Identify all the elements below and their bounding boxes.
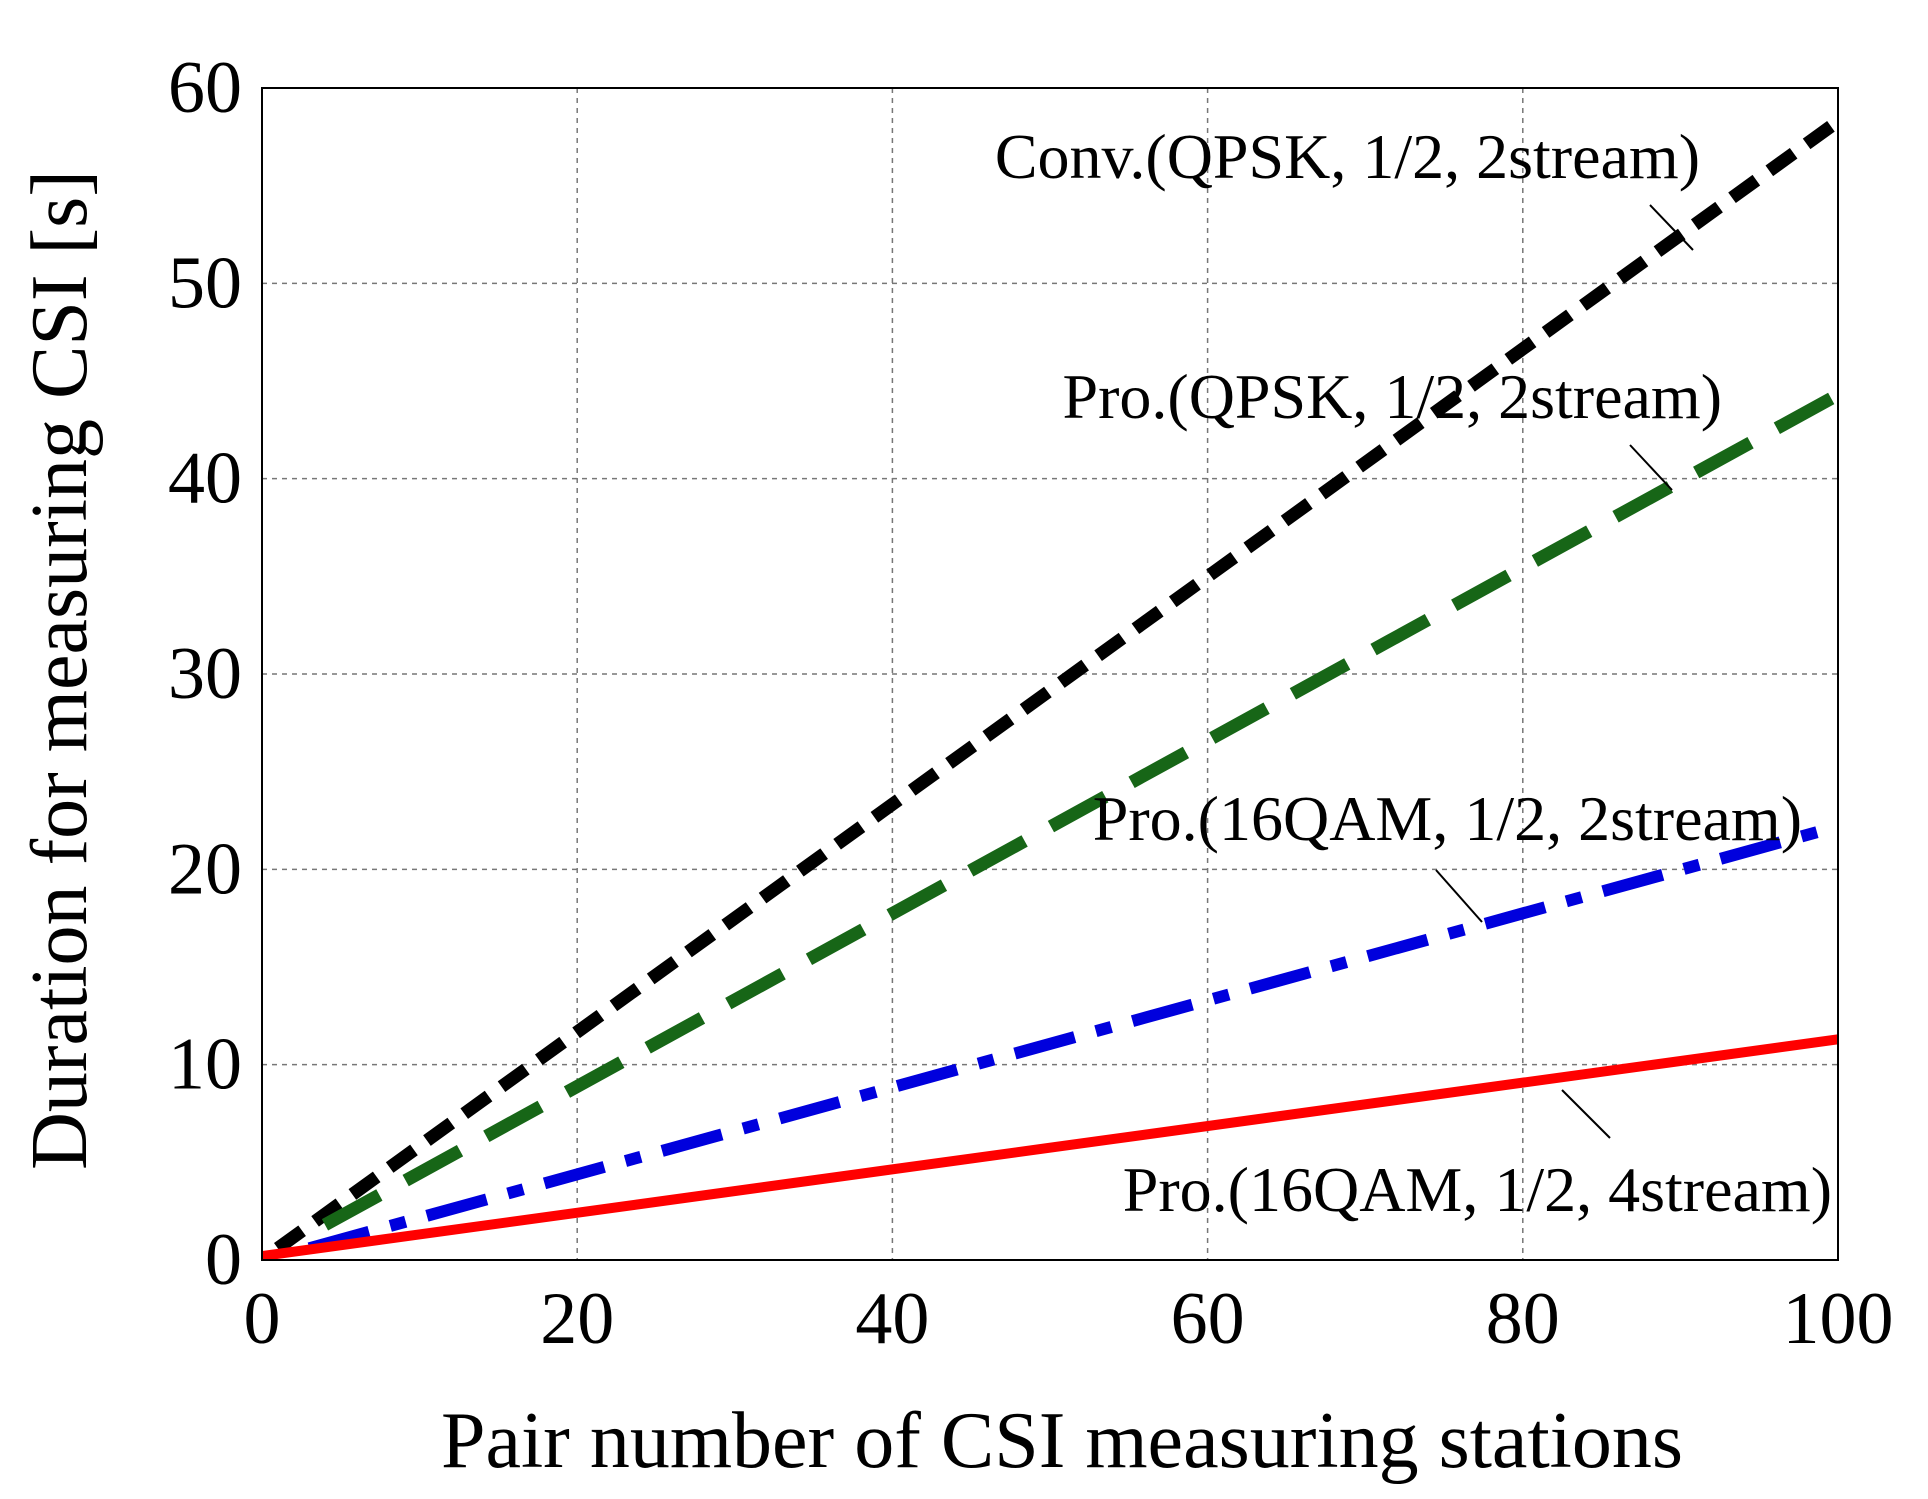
plot-frame [261, 87, 1839, 1261]
x-tick-label: 0 [244, 1278, 281, 1360]
series-group [261, 115, 1842, 1262]
y-axis-label: Duration for measuring CSI [s] [16, 170, 104, 1170]
annotation-leader-3 [1561, 1089, 1611, 1139]
x-tick-label: 20 [540, 1278, 614, 1360]
series-line-1 [321, 389, 1842, 1231]
y-tick-label: 40 [168, 438, 242, 520]
series-line-2 [307, 820, 1840, 1255]
y-tick-label: 50 [168, 242, 242, 324]
annotation-leader-1 [1629, 444, 1673, 491]
y-tick-label: 0 [205, 1219, 242, 1301]
annotation-leader-2 [1435, 869, 1483, 923]
y-tick-label: 20 [168, 828, 242, 910]
x-tick-label: 40 [855, 1278, 929, 1360]
annotation-label-0: Conv.(QPSK, 1/2, 2stream) [995, 121, 1700, 192]
x-tick-label: 80 [1486, 1278, 1560, 1360]
annotation-label-1: Pro.(QPSK, 1/2, 2stream) [1062, 361, 1722, 432]
y-tick-label: 10 [168, 1024, 242, 1106]
x-tick-labels: 0 20 40 60 80 100 [244, 1278, 1894, 1360]
annotation-label-2: Pro.(16QAM, 1/2, 2stream) [1093, 783, 1802, 854]
y-tick-label: 30 [168, 633, 242, 715]
y-tick-label: 60 [168, 47, 242, 129]
annotation-label-3: Pro.(16QAM, 1/2, 4stream) [1123, 1154, 1832, 1225]
x-axis-label: Pair number of CSI measuring stations [441, 1397, 1683, 1485]
x-tick-label: 60 [1171, 1278, 1245, 1360]
series-line-3 [261, 1034, 1839, 1262]
annotation-leader-0 [1649, 204, 1694, 251]
annotations: Conv.(QPSK, 1/2, 2stream) Pro.(QPSK, 1/2,… [995, 121, 1832, 1225]
y-tick-labels: 0 10 20 30 40 50 60 [168, 47, 242, 1301]
x-tick-label: 100 [1783, 1278, 1894, 1360]
